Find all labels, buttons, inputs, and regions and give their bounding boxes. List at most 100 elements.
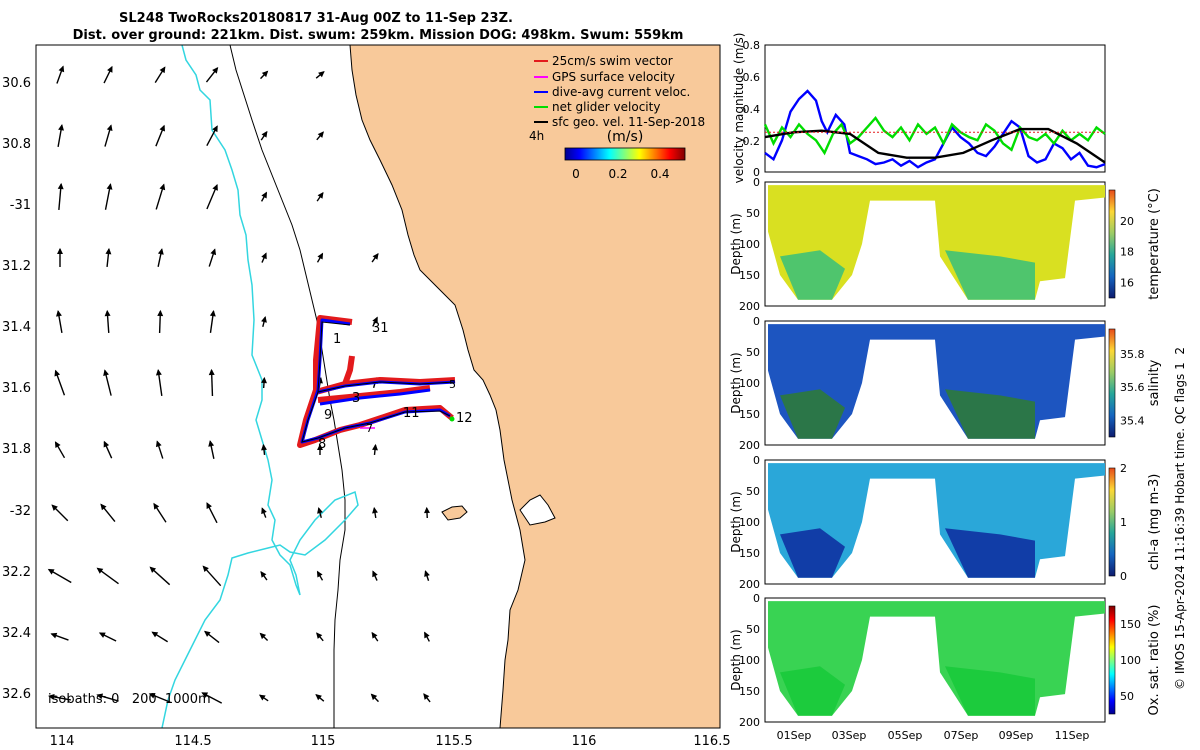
current-arrow-head [98, 632, 106, 638]
speed-colorbar [564, 147, 686, 161]
colorbar-tick: 100 [1120, 654, 1141, 667]
current-arrow-head [51, 504, 58, 511]
vel-y-tick: 0.4 [743, 103, 761, 116]
title-line-1: SL248 TwoRocks20180817 31-Aug 00Z to 11-… [119, 11, 513, 26]
current-arrow-head [159, 66, 166, 74]
section-panel: 0 50 100 150 200 Depth (m) 0 1 2 chl-a (mg m-3) [729, 454, 1162, 591]
section-deep-fill [780, 528, 845, 578]
current-arrow-head [56, 310, 62, 317]
day-label: 9 [324, 408, 332, 423]
velocity-y-label: velocity magnitude (m/s) [732, 33, 746, 184]
current-arrow-head [261, 130, 268, 138]
current-arrow-head [157, 248, 164, 255]
map-legend: 25cm/s swim vector GPS surface velocity … [529, 54, 705, 181]
current-arrow-head [372, 253, 379, 260]
current-arrow-head [106, 124, 113, 132]
current-arrow-head [261, 70, 269, 78]
section-panel: 0 50 100 150 200 Depth (m) 35.4 35.6 35.8salinit… [729, 315, 1162, 452]
current-arrow-head [317, 507, 323, 514]
velocity-y-ticks: 0 0.2 0.4 0.6 0.8 [743, 39, 761, 179]
current-arrow-head [371, 631, 378, 639]
section-deep-fill [945, 389, 1035, 439]
section-y-tick: 0 [753, 592, 760, 605]
isobath-1000 [161, 45, 359, 728]
current-arrow-head [317, 252, 324, 260]
section-y-tick: 150 [739, 408, 760, 421]
day-label: 7 [366, 422, 373, 435]
colorbar-tick: 150 [1120, 618, 1141, 631]
current-arrow-head [96, 567, 104, 574]
current-arrow-head [258, 694, 266, 701]
colorbar-label: temperature (°C) [1147, 188, 1162, 300]
day-label: 11 [403, 406, 420, 421]
current-arrow-head [58, 65, 65, 73]
section-y-tick: 150 [739, 685, 760, 698]
current-arrow-head [54, 441, 61, 449]
map-y-tick: 32.6 [2, 687, 31, 702]
section-y-tick: 50 [746, 346, 760, 359]
map-x-tick: 116 [572, 734, 597, 749]
colorbar-label: salinity [1147, 359, 1162, 406]
isobaths-label: isobaths: 0 200 1000m [48, 692, 211, 707]
colorbar-tick: 50 [1120, 690, 1134, 703]
section-deep-fill [945, 666, 1035, 716]
section-y-tick: 200 [739, 578, 760, 591]
current-arrow-head [423, 693, 430, 700]
current-arrow-head [317, 443, 323, 451]
section-y-tick: 50 [746, 207, 760, 220]
velocity-series-line [764, 127, 1106, 164]
section-colorbar [1108, 605, 1116, 715]
section-deep-fill [780, 250, 845, 300]
map-y-tick: -32 [10, 504, 31, 519]
current-arrow-head [318, 71, 325, 78]
current-arrow-head [149, 566, 157, 573]
current-arrow-head [372, 316, 378, 324]
velocity-series-line [764, 89, 1106, 169]
section-y-tick: 100 [739, 377, 760, 390]
map-x-tick: 114 [50, 734, 75, 749]
current-arrow-head [209, 309, 216, 317]
date-tick: 03Sep [832, 729, 867, 742]
current-arrow-head [202, 565, 209, 573]
title-line-2: Dist. over ground: 221km. Dist. swum: 25… [73, 28, 684, 43]
current-arrow-head [317, 131, 324, 138]
date-tick: 07Sep [944, 729, 979, 742]
current-arrow-head [107, 65, 113, 73]
vel-y-tick: 0.2 [743, 135, 761, 148]
current-arrow-head [47, 568, 55, 575]
section-y-tick: 150 [739, 547, 760, 560]
map-y-tick: 31.4 [2, 320, 31, 335]
footer-credit: © IMOS 15-Apr-2024 11:16:39 Hobart time.… [1173, 347, 1187, 690]
current-arrow-head [212, 67, 219, 74]
section-colorbar [1108, 189, 1116, 299]
current-arrow-head [153, 502, 160, 510]
current-arrow-head [315, 694, 322, 701]
current-arrow-head [372, 570, 378, 578]
date-tick: 09Sep [999, 729, 1034, 742]
current-arrow-head [208, 440, 215, 447]
current-arrow-head [261, 316, 267, 323]
current-arrow-head [317, 191, 324, 199]
current-arrow-head [372, 506, 378, 514]
current-arrow-head [155, 368, 162, 376]
current-arrow-head [48, 694, 55, 700]
colorbar-tick: 0.2 [608, 167, 627, 181]
current-arrow-head [261, 376, 267, 384]
section-deep-fill [780, 666, 845, 716]
map-x-axis: 114 114.5 115 115.5 116 116.5 [50, 734, 731, 749]
vel-y-tick: 0.8 [743, 39, 761, 52]
section-y-tick: 0 [753, 315, 760, 328]
section-y-label: Depth (m) [729, 352, 743, 413]
current-arrow-head [424, 631, 430, 639]
section-colorbar [1108, 467, 1116, 577]
current-arrow-head [96, 693, 104, 700]
section-panel: 0 50 100 150 200 Depth (m) 16 18 20 temperature (… [729, 176, 1162, 313]
current-arrow-head [54, 369, 61, 377]
time-label: 4h [529, 129, 544, 143]
velocity-series [763, 89, 1106, 169]
colorbar-tick: 0 [1120, 570, 1127, 583]
legend-label: GPS surface velocity [552, 70, 675, 84]
date-tick: 11Sep [1055, 729, 1090, 742]
map-y-tick: -31 [10, 198, 31, 213]
